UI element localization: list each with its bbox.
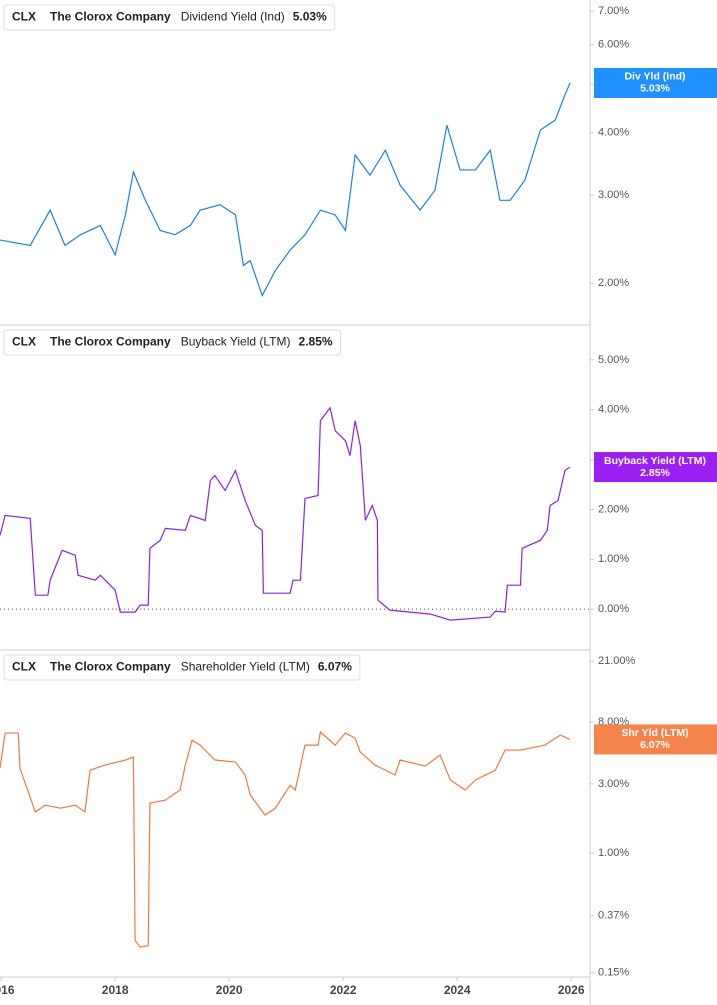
x-tick-label: 2018 [102,983,129,997]
data-line [0,406,571,621]
legend-value: 2.85% [299,335,333,349]
last-value-label: 6.07% [640,739,670,751]
x-tick-label: 2016 [0,983,15,997]
legend-series: Dividend Yield (Ind) [181,10,285,24]
y-tick-label: 0.00% [598,603,629,615]
y-tick-label: 4.00% [598,404,629,416]
legend-company: The Clorox Company [50,10,171,24]
last-value-name: Div Yld (Ind) [624,71,685,83]
y-tick-label: 1.00% [598,847,629,859]
legend-box [3,4,336,31]
legend-value: 5.03% [293,10,327,24]
last-value-name: Shr Yld (LTM) [621,727,688,739]
legend-ticker: CLX [12,660,36,674]
legend-box [3,329,342,356]
last-value-box [594,452,717,483]
last-value-label: 5.03% [640,83,670,95]
last-value-name: Buyback Yield (LTM) [604,455,706,467]
legend-box [3,654,361,681]
data-line [0,82,571,298]
y-tick-label: 2.00% [598,277,629,289]
last-value-box [594,724,717,755]
data-line [0,730,571,948]
x-tick-label: 2024 [444,983,471,997]
y-tick-label: 3.00% [598,778,629,790]
y-tick-label: 0.15% [598,967,629,979]
legend-company: The Clorox Company [50,660,171,674]
y-tick-label: 6.00% [598,39,629,51]
legend-series: Buyback Yield (LTM) [181,335,291,349]
y-tick-label: 7.00% [598,5,629,17]
x-tick-label: 2026 [558,983,585,997]
y-tick-label: 5.00% [598,354,629,366]
legend-ticker: CLX [12,10,36,24]
legend-company: The Clorox Company [50,335,171,349]
last-value-box [594,67,717,98]
legend-series: Shareholder Yield (LTM) [181,660,310,674]
legend-value: 6.07% [318,660,352,674]
y-tick-label: 2.00% [598,503,629,515]
y-tick-label: 21.00% [598,655,636,667]
y-tick-label: 0.37% [598,910,629,922]
y-tick-label: 4.00% [598,127,629,139]
last-value-label: 2.85% [640,467,670,479]
y-tick-label: 1.00% [598,553,629,565]
y-tick-label: 3.00% [598,189,629,201]
legend-ticker: CLX [12,335,36,349]
x-tick-label: 2020 [216,983,243,997]
x-tick-label: 2022 [330,983,357,997]
